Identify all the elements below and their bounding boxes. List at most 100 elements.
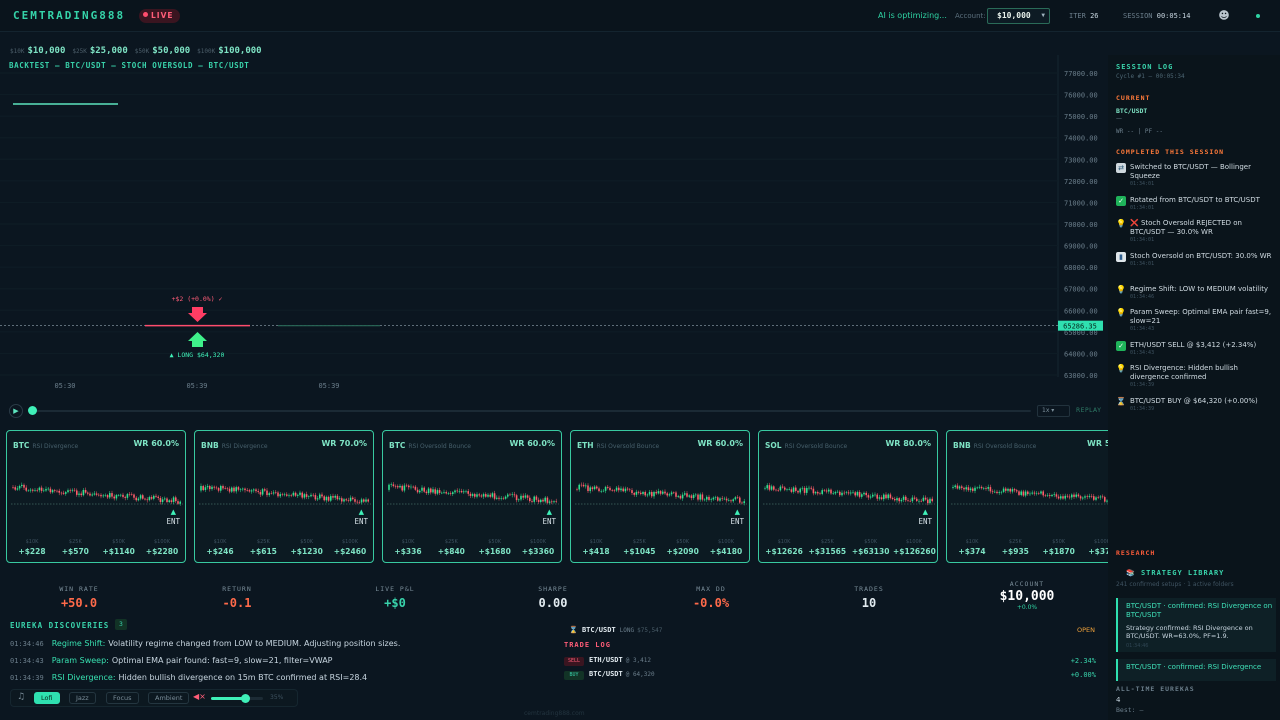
mute-icon[interactable]: ◀× (193, 692, 206, 701)
projection-value: +$31565 (808, 547, 847, 556)
candle (498, 497, 500, 499)
discovery-row[interactable]: 01:34:46 Regime Shift: Volatility regime c… (10, 639, 400, 648)
candle (863, 492, 865, 495)
candle (71, 489, 74, 491)
discovery-time: 01:34:43 (10, 657, 44, 665)
discovery-text: Volatility regime changed from LOW to ME… (108, 639, 401, 648)
y-tick-label: 67000.00 (1064, 286, 1098, 294)
preset-button[interactable]: $10K $10,000 (10, 38, 65, 57)
candle (653, 491, 655, 497)
volume-handle[interactable] (240, 694, 250, 703)
projection: $10K +$418 (575, 539, 617, 556)
projection-value: +$228 (18, 547, 46, 556)
trade-row[interactable]: SELL ETH/USDT @ 3,412 +2.34% (564, 656, 1096, 668)
account-select[interactable]: $10,000 ▼ (987, 8, 1050, 24)
card-symbol: BNB RSI Oversold Bounce (953, 441, 1036, 450)
candle (410, 486, 412, 488)
speed-select[interactable]: 1x ▾ (1037, 405, 1070, 417)
check-icon: ✓ (1116, 196, 1126, 206)
preset-button[interactable]: $50K $50,000 (135, 38, 190, 57)
trade-side-badge: BUY (564, 671, 584, 680)
card-projections: $10K +$336 $25K +$840 $50K +$1680 $100K +$3360 (387, 539, 559, 556)
candle (1033, 492, 1036, 494)
candle (869, 496, 872, 498)
discoveries-title: EUREKA DISCOVERIES (10, 621, 110, 630)
candle (202, 485, 204, 491)
preset-button[interactable]: $25K $25,000 (72, 38, 127, 57)
candle (524, 495, 527, 498)
candle (507, 494, 509, 497)
candle (34, 490, 36, 491)
chevron-down-icon: ▼ (1041, 12, 1045, 19)
candle (283, 494, 286, 496)
discovery-row[interactable]: 01:34:43 Param Sweep: Optimal EMA pair fou… (10, 656, 332, 665)
log-timestamp: 01:34:01 (1130, 205, 1155, 211)
candle (931, 498, 933, 502)
strategy-card[interactable]: BNB RSI Divergence WR 70.0% ▲ ENT $10K +$246 $2… (194, 430, 374, 563)
strategy-card[interactable]: SOL RSI Oversold Bounce WR 80.0% ▲ ENT $10K +$… (758, 430, 938, 563)
candle (913, 497, 916, 499)
preset-key: $25K (72, 48, 87, 55)
projection-value: +$63130 (851, 547, 890, 556)
candle (655, 491, 657, 494)
candle (546, 497, 549, 503)
candle (209, 486, 211, 490)
stat-trades: TRADES 10 (819, 585, 919, 610)
strategy-card[interactable]: ETH RSI Oversold Bounce WR 60.0% ▲ ENT $10K +$… (570, 430, 750, 563)
candle (23, 484, 25, 488)
play-button[interactable]: ▶ (9, 404, 23, 418)
candle (788, 489, 790, 490)
library-card[interactable]: BTC/USDT · confirmed: RSI Divergence (1116, 659, 1276, 681)
discovery-row[interactable]: 01:34:39 RSI Divergence: Hidden bullish di… (10, 673, 367, 682)
library-card[interactable]: BTC/USDT · confirmed: RSI Divergence on … (1116, 598, 1276, 652)
candle (664, 491, 666, 494)
volume-slider[interactable] (211, 694, 263, 703)
replay-label[interactable]: REPLAY (1076, 407, 1102, 414)
candle (836, 491, 839, 493)
astronaut-icon[interactable]: ☻ (1218, 9, 1230, 22)
candle (732, 499, 734, 502)
candle (292, 492, 295, 496)
entry-label: ▲ LONG $64,320 (170, 351, 225, 359)
stat-label: ACCOUNT (1009, 580, 1045, 588)
strategy-card[interactable]: BTC RSI Divergence WR 60.0% ▲ ENT $10K +$228 $2… (6, 430, 186, 563)
audio-chip-ambient[interactable]: Ambient (148, 692, 190, 704)
library-card-meta: 01:34:46 (1126, 643, 1149, 649)
candle (1049, 495, 1051, 497)
audio-chip-jazz[interactable]: Jazz (69, 692, 96, 704)
stat-sharpe: SHARPE 0.00 (503, 585, 603, 610)
candle (544, 497, 546, 502)
candle (414, 486, 417, 490)
candle (1016, 490, 1018, 492)
candle (852, 492, 854, 494)
candle (144, 498, 146, 500)
candle (299, 492, 301, 495)
candle (1097, 497, 1099, 498)
candle (334, 495, 336, 498)
candle (673, 492, 675, 494)
audio-chip-focus[interactable]: Focus (106, 692, 139, 704)
candle (578, 484, 580, 490)
sell-arrow-icon (188, 307, 207, 322)
audio-chip-lofi[interactable]: Lofi (34, 692, 60, 704)
candle (839, 491, 841, 496)
price-chart[interactable]: 77000.00 76000.00 75000.00 74000.00 73000.00… (0, 55, 1105, 395)
trade-price: @ 3,412 (625, 657, 652, 664)
card-sparkline (951, 483, 1108, 505)
projection-key: $10K (589, 539, 603, 545)
candle (511, 494, 513, 495)
candle (200, 485, 202, 491)
candle (500, 498, 502, 499)
candle (474, 494, 476, 497)
trade-row[interactable]: BUY BTC/USDT @ 64,320 +0.00% (564, 670, 1096, 682)
strategy-card[interactable]: BTC RSI Oversold Bounce WR 60.0% ▲ ENT $10K +$… (382, 430, 562, 563)
projection-key: $50K (488, 539, 502, 545)
candle (297, 494, 299, 496)
scrubber-handle[interactable] (28, 406, 37, 415)
stat-max-dd: MAX DD -0.0% (661, 585, 761, 610)
candle (330, 496, 332, 501)
preset-button[interactable]: $100K $100,000 (197, 38, 261, 57)
candle (80, 493, 82, 496)
replay-scrubber[interactable] (31, 410, 1031, 412)
